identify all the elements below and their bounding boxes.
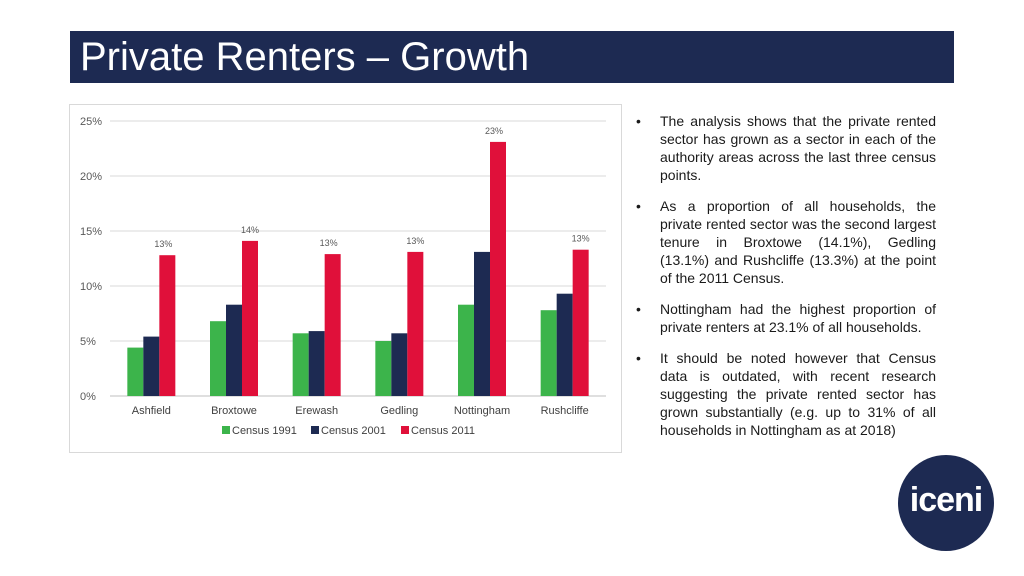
bar xyxy=(375,341,392,396)
bullet-text: The analysis shows that the private rent… xyxy=(660,113,936,183)
bullet-item: • It should be noted however that Census … xyxy=(636,350,936,438)
bar xyxy=(391,333,408,396)
bar xyxy=(127,347,144,396)
legend-label: Census 1991 xyxy=(232,425,297,437)
bullet-list: • The analysis shows that the private ren… xyxy=(636,112,936,452)
bar xyxy=(210,321,226,396)
iceni-logo: iceni xyxy=(898,455,994,551)
bar xyxy=(458,304,474,396)
x-tick-label: Broxtowe xyxy=(211,405,257,417)
bar xyxy=(407,251,424,396)
data-label: 13% xyxy=(320,238,338,248)
bar xyxy=(242,240,258,396)
x-tick-label: Gedling xyxy=(380,405,418,417)
bar xyxy=(324,254,341,396)
bar xyxy=(308,331,325,396)
x-tick-label: Ashfield xyxy=(132,405,171,417)
bar xyxy=(292,333,309,396)
bullet-text: As a proportion of all households, the p… xyxy=(660,198,936,286)
bar xyxy=(226,304,242,396)
bar xyxy=(572,249,589,396)
bullet-text: Nottingham had the highest proportion of… xyxy=(660,301,936,335)
bar xyxy=(556,293,573,396)
chart-panel: 0% 5% 10% 15% 20% 25% 13% Ashfield 14% Broxtowe 13… xyxy=(69,104,622,453)
y-tick-label: 15% xyxy=(80,226,102,238)
legend-swatch xyxy=(222,426,230,434)
bar xyxy=(143,336,160,396)
legend-swatch xyxy=(311,426,319,434)
bar xyxy=(474,251,490,396)
bar xyxy=(490,141,506,396)
bar xyxy=(540,310,557,396)
y-tick-label: 0% xyxy=(80,391,96,403)
data-label: 23% xyxy=(485,126,503,136)
y-tick-label: 10% xyxy=(80,281,102,293)
y-tick-label: 25% xyxy=(80,116,102,128)
x-tick-label: Rushcliffe xyxy=(541,405,589,417)
logo-text: iceni xyxy=(909,481,983,519)
bullet-item: • Nottingham had the highest proportion o… xyxy=(636,301,936,335)
bullet-text: It should be noted however that Census d… xyxy=(660,350,936,438)
title-bar: Private Renters – Growth xyxy=(70,31,954,83)
bullet-item: • The analysis shows that the private ren… xyxy=(636,113,936,183)
y-tick-label: 5% xyxy=(80,336,96,348)
page-title: Private Renters – Growth xyxy=(80,35,530,79)
x-tick-label: Erewash xyxy=(295,405,338,417)
legend-label: Census 2001 xyxy=(321,425,386,437)
legend-swatch xyxy=(401,426,409,434)
bar-chart: 0% 5% 10% 15% 20% 25% 13% Ashfield 14% Broxtowe 13… xyxy=(80,116,606,437)
bar xyxy=(159,255,176,396)
x-tick-label: Nottingham xyxy=(454,405,510,417)
data-label: 13% xyxy=(406,236,424,246)
legend-label: Census 2011 xyxy=(411,425,475,437)
y-tick-label: 20% xyxy=(80,171,102,183)
data-label: 13% xyxy=(154,239,172,249)
data-label: 13% xyxy=(572,234,590,244)
bullet-item: • As a proportion of all households, the … xyxy=(636,198,936,286)
data-label: 14% xyxy=(241,225,259,235)
